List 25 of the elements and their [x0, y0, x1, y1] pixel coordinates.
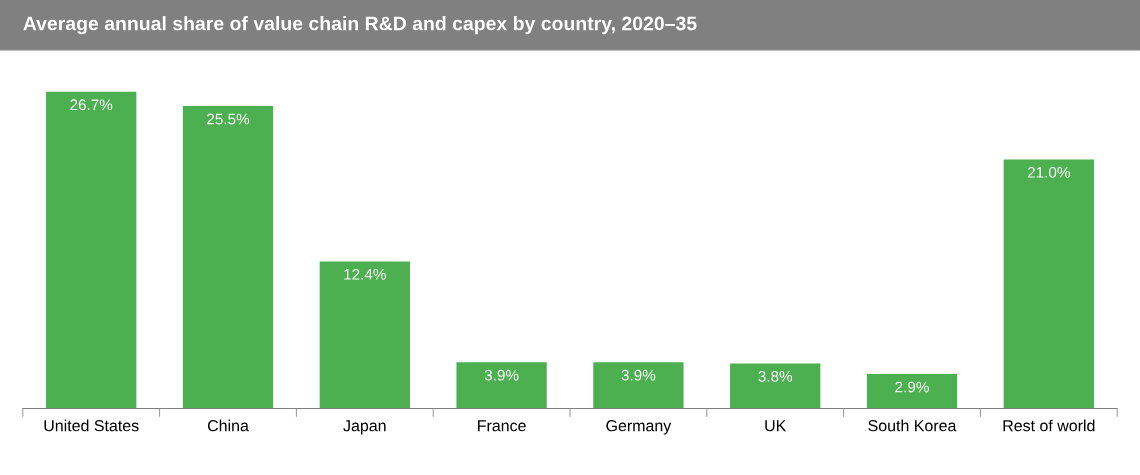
bar — [319, 261, 410, 409]
x-tick-label: Germany — [606, 420, 672, 435]
bar — [593, 362, 684, 409]
data-label: 21.0% — [1027, 166, 1070, 178]
data-label: 3.8% — [758, 370, 793, 382]
x-tick-label: Rest of world — [1003, 419, 1095, 432]
data-label: 2.9% — [895, 381, 929, 393]
data-label: 3.9% — [484, 369, 519, 381]
bar — [46, 91, 137, 409]
x-tick-label: South Korea — [868, 419, 957, 432]
data-label: 3.9% — [621, 369, 656, 381]
data-label: 25.5% — [207, 113, 250, 125]
bar — [456, 362, 547, 409]
x-tick-label: Japan — [343, 420, 386, 435]
data-label: 12.4% — [344, 268, 386, 280]
bar — [730, 363, 821, 409]
bar — [1003, 159, 1094, 409]
x-tick-label: United States — [44, 419, 139, 432]
bar — [866, 374, 958, 409]
bar — [182, 106, 274, 409]
data-label: 26.7% — [70, 99, 113, 111]
x-tick-label: France — [478, 420, 526, 432]
x-tick-label: China — [207, 419, 249, 432]
x-tick-label: UK — [765, 420, 787, 432]
chart-title: Average annual share of value chain R&D and capex by country, 2020–35 — [23, 16, 697, 35]
